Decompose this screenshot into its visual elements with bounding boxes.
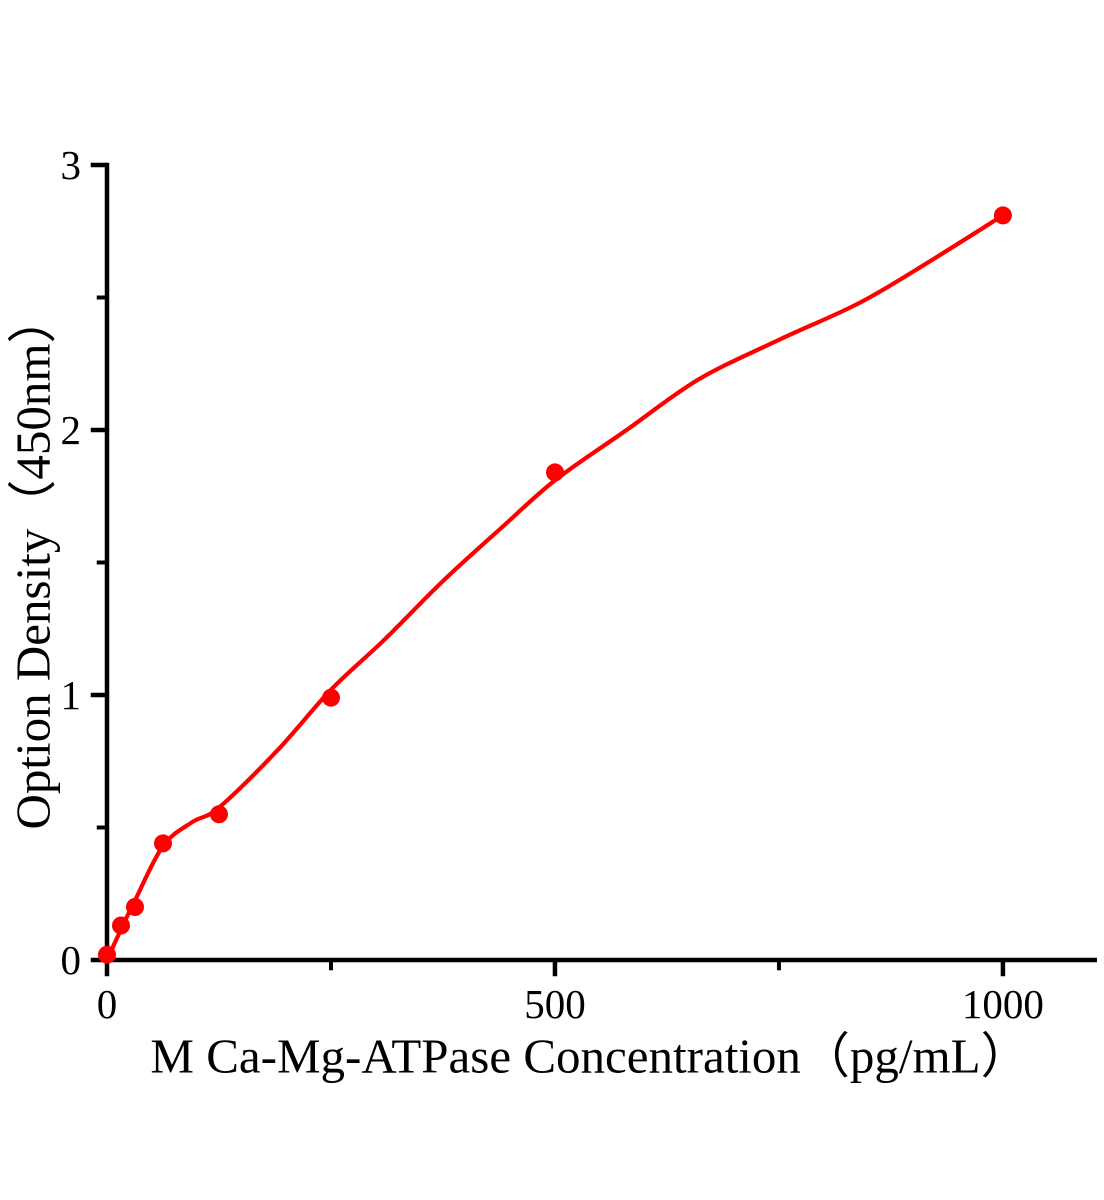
data-point	[210, 805, 228, 824]
data-point	[154, 834, 172, 853]
data-point	[126, 898, 144, 916]
data-point	[546, 463, 564, 482]
x-tick-label: 500	[524, 981, 586, 1027]
axes	[104, 162, 1097, 963]
x-tick-label: 0	[97, 981, 118, 1027]
data-point	[322, 688, 340, 707]
y-axis-title: Option Density（450nm）	[5, 294, 61, 830]
data-points	[98, 206, 1012, 964]
tick-labels: 0 500 1000 0 1 2 3	[61, 142, 1044, 1027]
y-tick-label: 1	[61, 672, 82, 718]
standard-curve-line	[104, 213, 1005, 963]
x-tick-label: 1000	[962, 981, 1044, 1027]
tick-marks	[90, 162, 1006, 977]
x-axis-title: M Ca-Mg-ATPase Concentration（pg/mL）	[150, 1028, 1030, 1084]
data-point	[112, 916, 130, 935]
fit-curve	[104, 213, 1005, 963]
data-point	[98, 945, 116, 964]
y-tick-label: 2	[61, 407, 82, 453]
y-tick-label: 3	[61, 142, 82, 188]
y-tick-label: 0	[61, 937, 82, 983]
data-point	[993, 206, 1012, 225]
